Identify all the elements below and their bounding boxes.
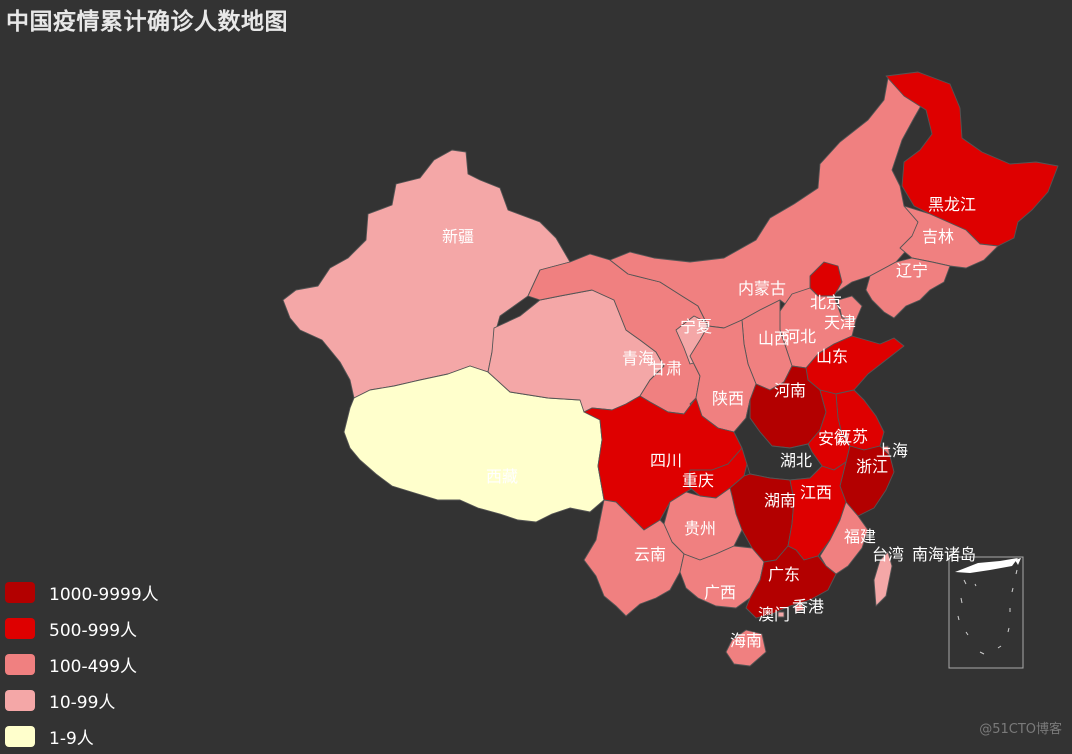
province-label-河北: 河北: [784, 327, 816, 346]
province-label-澳门: 澳门: [758, 605, 790, 624]
province-海南[interactable]: [725, 629, 767, 667]
province-香港[interactable]: [793, 603, 805, 613]
province-label-山东: 山东: [816, 347, 848, 366]
province-label-湖南: 湖南: [764, 491, 796, 510]
legend-item[interactable]: 1000-9999人: [5, 574, 159, 610]
province-label-浙江: 浙江: [856, 457, 888, 476]
legend-label: 1000-9999人: [49, 584, 159, 605]
province-label-北京: 北京: [810, 293, 842, 312]
province-label-山西: 山西: [758, 329, 790, 348]
province-label-海南: 海南: [730, 631, 762, 650]
legend-item[interactable]: 10-99人: [5, 682, 159, 718]
inset-frame: [948, 556, 1024, 669]
watermark: @51CTO博客: [979, 722, 1062, 737]
province-label-甘肃: 甘肃: [650, 359, 682, 378]
inset-coastline-tip: [1015, 558, 1021, 565]
legend-label: 1-9人: [49, 728, 94, 749]
province-label-江西: 江西: [800, 483, 832, 502]
inset-island-dashes: [957, 569, 1018, 655]
south-china-sea-inset: [948, 556, 1024, 669]
province-label-内蒙古: 内蒙古: [738, 279, 786, 298]
legend-label: 500-999人: [49, 620, 138, 641]
province-label-天津: 天津: [824, 313, 856, 332]
province-label-台湾: 台湾: [872, 545, 904, 564]
province-label-重庆: 重庆: [682, 471, 714, 490]
province-label-上海: 上海: [876, 441, 908, 460]
legend-label: 100-499人: [49, 656, 138, 677]
legend-swatch: [5, 653, 35, 675]
legend-swatch: [5, 689, 35, 711]
province-label-吉林: 吉林: [922, 227, 954, 246]
legend-item[interactable]: 100-499人: [5, 646, 159, 682]
province-label-湖北: 湖北: [780, 451, 812, 470]
visual-map-legend: 1000-9999人 500-999人 100-499人 10-99人 1-9人: [5, 574, 159, 754]
province-label-南海诸岛: 南海诸岛: [912, 545, 976, 564]
province-label-贵州: 贵州: [684, 519, 716, 538]
province-label-西藏: 西藏: [486, 467, 518, 486]
legend-swatch: [5, 725, 35, 747]
province-label-青海: 青海: [622, 349, 654, 368]
province-label-黑龙江: 黑龙江: [928, 195, 976, 214]
province-label-河南: 河南: [774, 381, 806, 400]
province-label-江苏: 江苏: [836, 427, 868, 446]
province-label-辽宁: 辽宁: [896, 261, 928, 280]
province-台湾[interactable]: [873, 551, 893, 607]
province-label-香港: 香港: [792, 597, 824, 616]
provinces-layer: [282, 71, 1059, 667]
province-辽宁[interactable]: [865, 257, 951, 319]
province-澳门[interactable]: [777, 611, 785, 618]
province-label-陕西: 陕西: [712, 389, 744, 408]
province-label-福建: 福建: [844, 527, 876, 546]
province-福建[interactable]: [819, 501, 869, 575]
province-label-宁夏: 宁夏: [680, 317, 712, 336]
legend-item[interactable]: 500-999人: [5, 610, 159, 646]
province-黑龙江[interactable]: [885, 71, 1059, 247]
province-云南[interactable]: [583, 499, 685, 617]
legend-label: 10-99人: [49, 692, 116, 713]
province-label-四川: 四川: [650, 451, 682, 470]
province-label-广西: 广西: [704, 583, 736, 602]
province-label-安徽: 安徽: [818, 429, 850, 448]
province-label-新疆: 新疆: [442, 227, 474, 246]
legend-swatch: [5, 581, 35, 603]
province-label-广东: 广东: [768, 565, 800, 584]
legend-item[interactable]: 1-9人: [5, 718, 159, 754]
inset-coastline: [955, 558, 1018, 573]
map-title: 中国疫情累计确诊人数地图: [6, 9, 288, 35]
province-广东[interactable]: [745, 545, 837, 619]
legend-swatch: [5, 617, 35, 639]
province-吉林[interactable]: [899, 205, 999, 269]
province-label-云南: 云南: [634, 545, 666, 564]
